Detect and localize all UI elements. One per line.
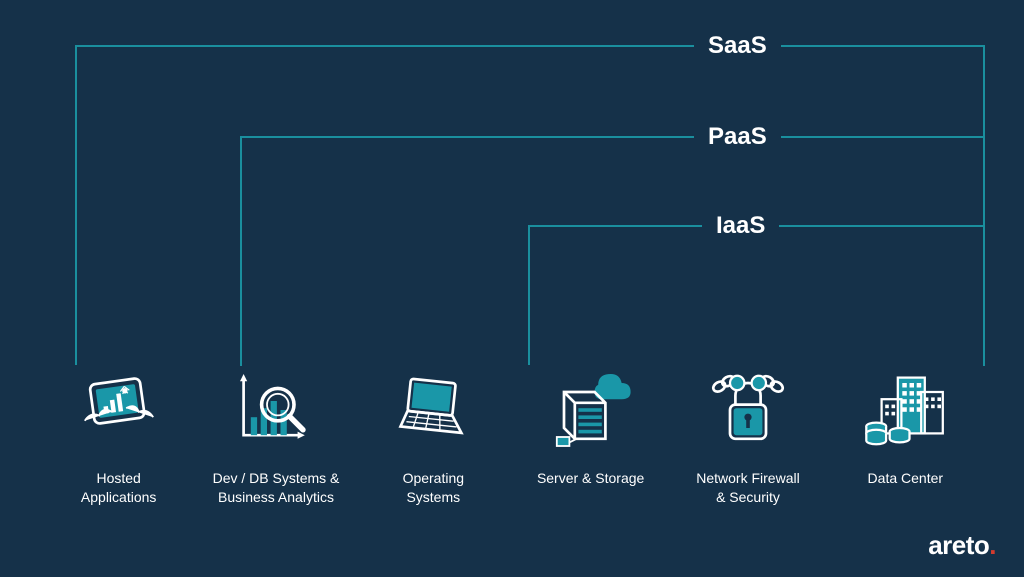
item-server-storage: Server & Storage xyxy=(516,365,666,507)
laptop-icon xyxy=(388,365,478,455)
tier-label-iaas: IaaS xyxy=(702,212,779,240)
chart-magnifier-icon xyxy=(231,365,321,455)
brand-logo: areto. xyxy=(928,530,996,561)
lock-chain-icon xyxy=(703,365,793,455)
item-data-center: Data Center xyxy=(830,365,980,507)
tablet-hands-icon xyxy=(74,365,164,455)
item-label: Data Center xyxy=(868,469,943,488)
item-operating-sys: OperatingSystems xyxy=(358,365,508,507)
item-label: Dev / DB Systems &Business Analytics xyxy=(213,469,340,507)
item-label: OperatingSystems xyxy=(403,469,464,507)
logo-dot: . xyxy=(989,530,996,560)
logo-text: areto xyxy=(928,530,989,560)
item-label: HostedApplications xyxy=(81,469,157,507)
items-row: HostedApplications Dev / DB Systems &Bus… xyxy=(0,365,1024,507)
server-cloud-icon xyxy=(546,365,636,455)
buildings-stacks-icon xyxy=(860,365,950,455)
item-label: Network Firewall& Security xyxy=(696,469,799,507)
tier-label-saas: SaaS xyxy=(694,32,781,60)
item-firewall-sec: Network Firewall& Security xyxy=(673,365,823,507)
item-hosted-apps: HostedApplications xyxy=(44,365,194,507)
item-dev-db-analytics: Dev / DB Systems &Business Analytics xyxy=(201,365,351,507)
item-label: Server & Storage xyxy=(537,469,644,488)
bracket-iaas xyxy=(528,225,985,365)
tier-label-paas: PaaS xyxy=(694,123,781,151)
